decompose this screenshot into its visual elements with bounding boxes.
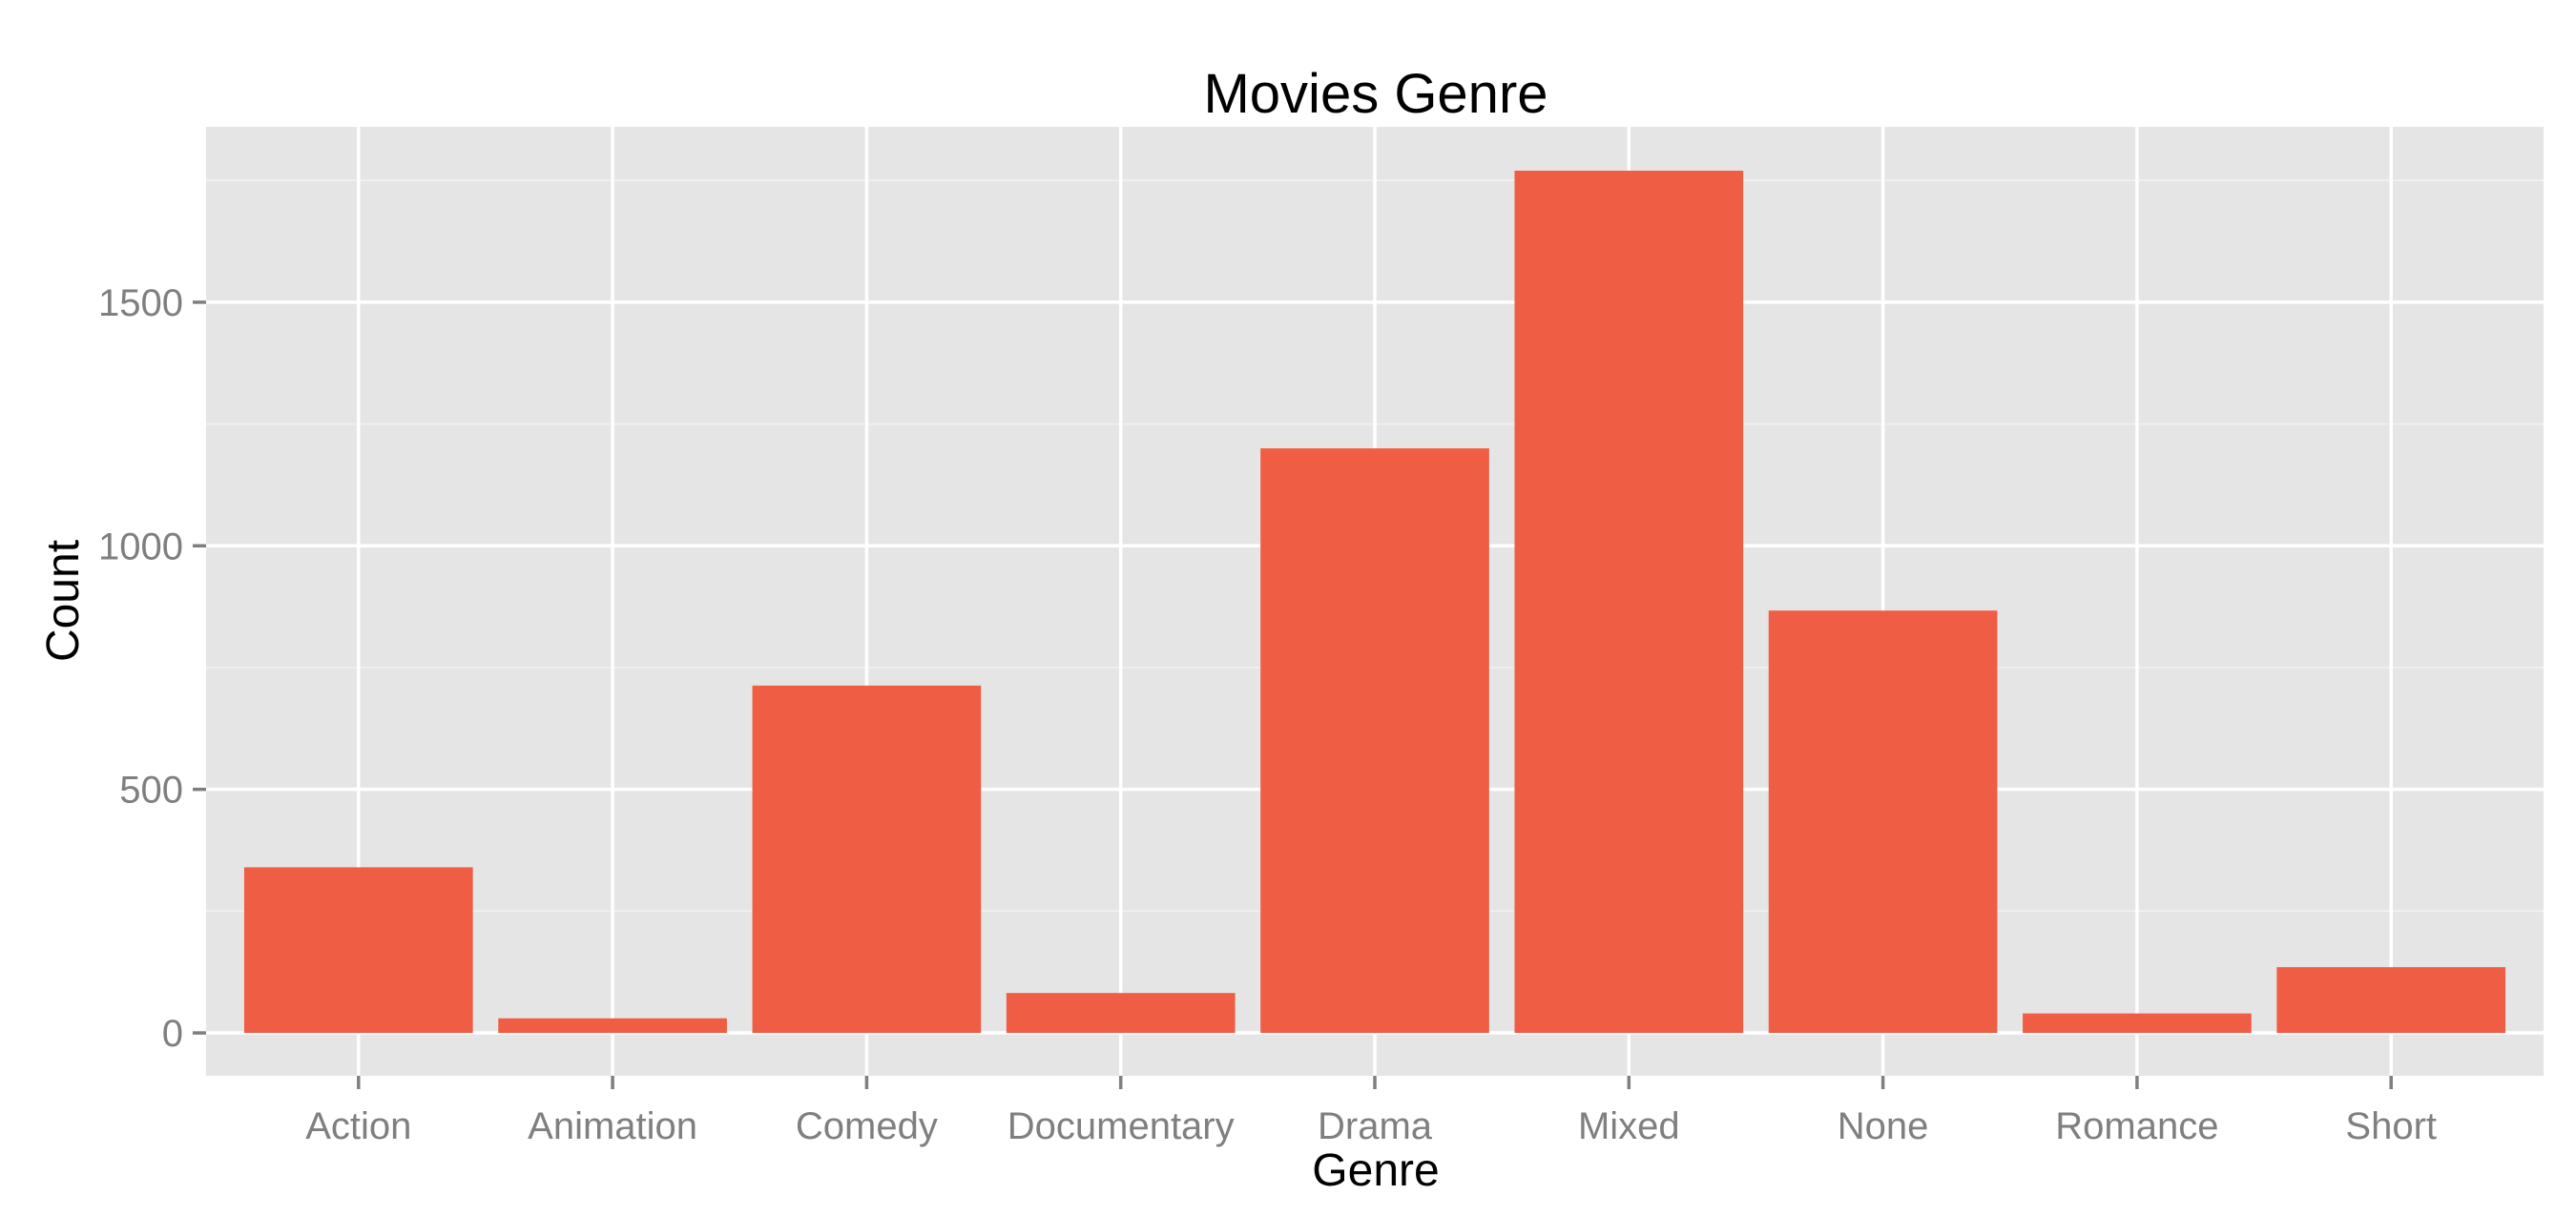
bars <box>243 170 2506 1034</box>
x-tick-label: Animation <box>528 1105 697 1147</box>
y-tick-label: 1500 <box>98 282 183 324</box>
bar-none <box>1768 610 1998 1034</box>
bar-drama <box>1260 448 1489 1034</box>
bar-animation <box>498 1018 727 1034</box>
bar-action <box>243 867 473 1034</box>
x-tick-label: Romance <box>2055 1105 2218 1147</box>
y-tick-label: 500 <box>119 770 183 812</box>
bar-short <box>2276 967 2506 1034</box>
x-axis-title: Genre <box>1312 1145 1439 1196</box>
x-tick-label: None <box>1838 1105 1929 1147</box>
y-tick-label: 0 <box>162 1013 183 1055</box>
y-axis-title: Count <box>38 540 89 662</box>
bar-romance <box>2023 1013 2252 1034</box>
bar-documentary <box>1006 993 1236 1034</box>
bar-mixed <box>1514 170 1744 1034</box>
x-tick-label: Drama <box>1318 1105 1433 1147</box>
x-tick-label: Documentary <box>1008 1105 1235 1147</box>
y-axis: 0 500 1000 1500 <box>98 282 206 1055</box>
bar-comedy <box>752 685 982 1034</box>
x-axis: Action Animation Comedy Documentary Drama Mix… <box>305 1076 2437 1147</box>
x-tick-label: Short <box>2345 1105 2437 1147</box>
y-tick-label: 1000 <box>98 526 183 567</box>
chart-title: Movies Genre <box>1203 63 1548 125</box>
x-tick-label: Action <box>305 1105 411 1147</box>
x-tick-label: Mixed <box>1578 1105 1680 1147</box>
x-tick-label: Comedy <box>796 1105 938 1147</box>
